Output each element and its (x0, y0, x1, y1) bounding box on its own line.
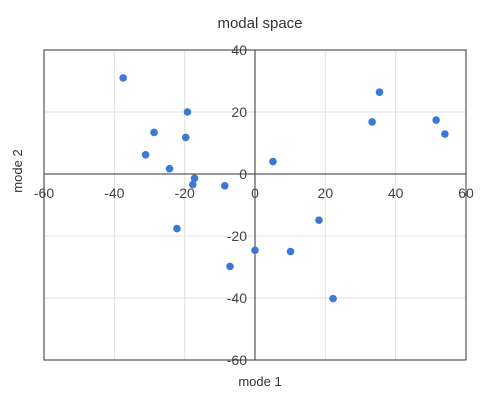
x-tick-label: -20 (175, 185, 195, 201)
y-tick-label: 20 (231, 104, 247, 120)
plot-frame (43, 49, 467, 361)
data-point (188, 180, 197, 189)
data-point (432, 116, 440, 124)
data-point (220, 181, 229, 190)
chart-title: modal space (217, 15, 302, 32)
data-point (226, 262, 234, 271)
y-axis-label: mode 2 (10, 149, 25, 192)
data-point (181, 133, 190, 142)
data-point (141, 150, 150, 159)
data-point (173, 224, 181, 233)
data-point (190, 174, 199, 183)
data-point (165, 164, 174, 173)
data-point (119, 74, 127, 82)
data-point (251, 246, 259, 255)
data-point (183, 108, 192, 116)
y-tick-label: -20 (227, 228, 247, 244)
axis-layer (44, 50, 466, 360)
data-point (368, 118, 376, 126)
data-point (269, 157, 277, 166)
data-point (441, 130, 449, 138)
x-tick-label: 40 (388, 185, 404, 201)
y-tick-label: -40 (227, 290, 247, 306)
data-point (315, 216, 323, 224)
data-point (150, 128, 158, 137)
point-layer (119, 74, 449, 303)
x-axis-label: mode 1 (238, 374, 281, 389)
data-point (329, 294, 337, 303)
data-point (375, 88, 384, 96)
x-tick-label: -40 (104, 185, 124, 201)
y-tick-label: 0 (239, 166, 247, 182)
data-point (286, 247, 295, 256)
x-tick-label: 20 (318, 185, 334, 201)
x-tick-label: 0 (251, 185, 259, 201)
